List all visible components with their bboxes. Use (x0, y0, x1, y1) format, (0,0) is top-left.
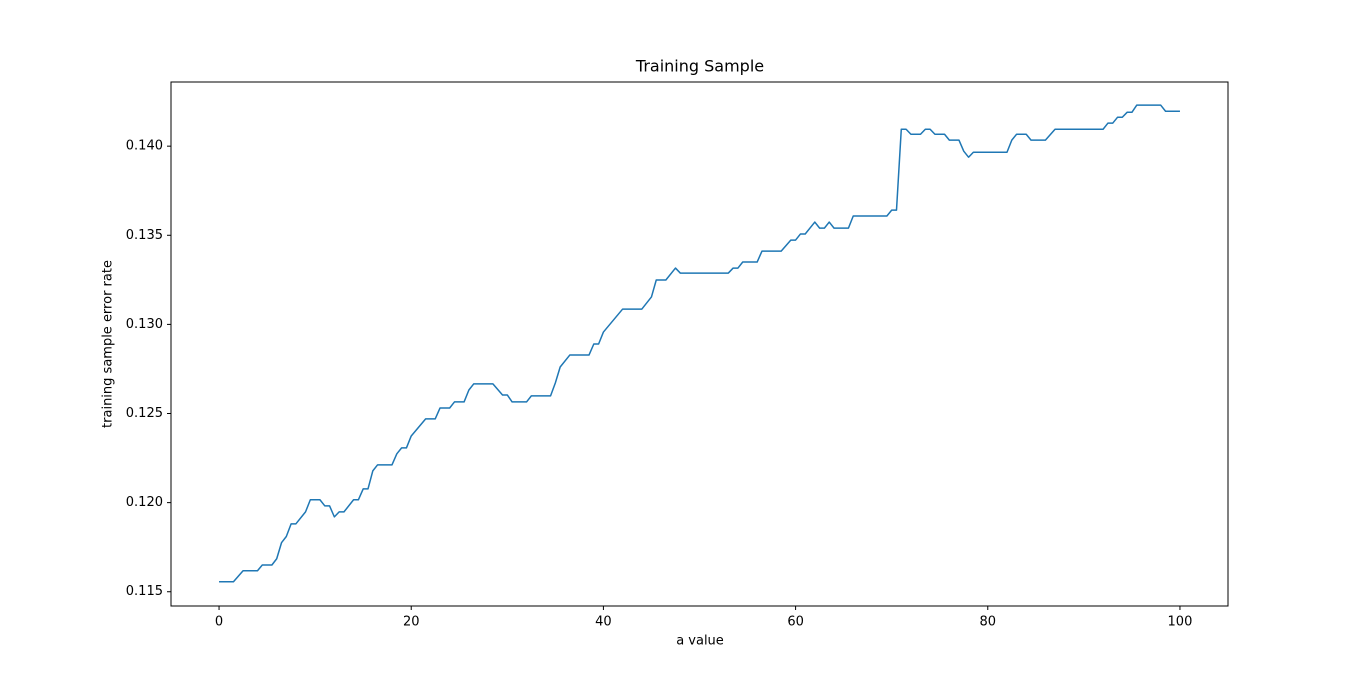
y-tick-label: 0.140 (126, 139, 163, 154)
x-tick-label: 40 (595, 615, 612, 630)
x-tick-label: 20 (403, 615, 420, 630)
x-tick-label: 100 (1168, 615, 1193, 630)
y-tick-label: 0.135 (126, 228, 163, 243)
x-tick-label: 0 (215, 615, 223, 630)
chart-title: Training Sample (635, 57, 764, 76)
x-tick-label: 60 (787, 615, 804, 630)
y-axis-label: training sample error rate (101, 260, 116, 428)
x-tick-label: 80 (979, 615, 996, 630)
plot-frame (170, 81, 1229, 607)
y-tick-label: 0.130 (126, 317, 163, 332)
data-line (219, 104, 1180, 583)
y-tick-label: 0.125 (126, 406, 163, 421)
y-tick-label: 0.120 (126, 495, 163, 510)
x-axis-label: a value (676, 634, 724, 649)
y-tick-label: 0.115 (126, 584, 163, 599)
